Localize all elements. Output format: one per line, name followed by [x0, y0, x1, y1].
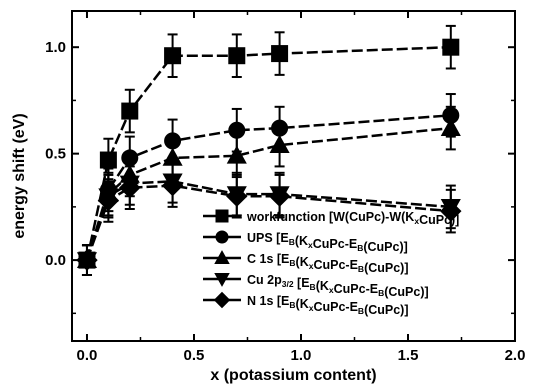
data-point — [226, 185, 248, 207]
legend-text-part: (K — [296, 255, 309, 269]
data-point — [121, 102, 139, 120]
legend-text-part: (K — [296, 297, 309, 311]
data-point — [226, 145, 247, 164]
y-axis-title: energy shift (eV) — [11, 113, 28, 238]
data-point — [268, 185, 291, 207]
legend-subscript: B — [378, 288, 384, 298]
x-tick-label: 0.0 — [77, 347, 98, 364]
data-point — [269, 134, 290, 153]
y-tick-label: 1.0 — [45, 39, 66, 56]
y-tick-label: 0.5 — [45, 146, 66, 163]
legend-subscript: B — [289, 300, 295, 310]
legend-text-part: (CuPc)] — [363, 240, 407, 254]
plot-area — [76, 24, 462, 276]
legend-subscript: B — [357, 243, 363, 253]
data-point — [76, 249, 98, 271]
data-point — [99, 151, 117, 169]
x-tick-label: 2.0 — [505, 347, 526, 364]
data-point — [271, 45, 289, 63]
legend-marker — [214, 272, 230, 287]
x-tick-label: 1.5 — [398, 347, 419, 364]
legend-text-part: C 1s [E — [247, 252, 289, 266]
legend-subscript: B — [289, 237, 295, 247]
legend-marker — [214, 250, 230, 265]
legend-subscript: x — [309, 303, 314, 313]
legend-subscript: B — [289, 258, 295, 268]
data-point — [440, 200, 462, 222]
legend-text-part: UPS [E — [247, 231, 289, 245]
data-point — [440, 117, 461, 136]
legend-text-part: Cu 2p — [247, 273, 282, 287]
data-point — [228, 47, 246, 65]
legend-subscript: B — [358, 306, 364, 316]
legend-label: workfunction [W(CuPc)-W(KxCuPc)] — [246, 210, 459, 227]
legend-text-part: workfunction [W(CuPc)-W(K — [246, 210, 414, 224]
data-point — [164, 47, 182, 65]
legend-marker — [213, 291, 231, 309]
legend-subscript: B — [358, 264, 364, 274]
legend-text-part: CuPc-E — [313, 300, 357, 314]
legend-text-part: (CuPc)] — [364, 303, 408, 317]
legend-subscript: x — [308, 240, 313, 250]
x-tick-label: 0.5 — [184, 347, 205, 364]
legend-subscript: B — [310, 282, 316, 292]
legend-text-part: N 1s [E — [247, 294, 289, 308]
legend-item-circle: UPS [EB(KxCuPc-EB(CuPc)] — [203, 230, 408, 254]
legend-text-part: CuPc-E — [334, 282, 378, 296]
data-point — [442, 38, 460, 56]
legend-subscript: 3/2 — [282, 279, 294, 289]
y-tick-label: 0.0 — [45, 252, 66, 269]
data-point — [97, 189, 120, 212]
legend-subscript: x — [309, 261, 314, 271]
plot-frame — [71, 10, 516, 342]
data-point — [161, 174, 184, 197]
legend-text-part: [E — [294, 276, 310, 290]
legend-item-triangle-down: Cu 2p3/2 [EB(KxCuPc-EB(CuPc)] — [203, 272, 429, 299]
axes: 0.0 0.5 1.0 1.5 2.0 0.0 0.5 1.0 — [45, 10, 526, 364]
legend-label: N 1s [EB(KxCuPc-EB(CuPc)] — [247, 294, 409, 317]
legend-item-triangle-up: C 1s [EB(KxCuPc-EB(CuPc)] — [203, 250, 409, 275]
legend-marker — [215, 230, 229, 244]
legend-text-part: (K — [316, 279, 329, 293]
legend-item-square: workfunction [W(CuPc)-W(KxCuPc)] — [203, 209, 459, 227]
legend-subscript: x — [329, 285, 334, 295]
legend-text-part: CuPc-E — [313, 237, 357, 251]
legend: workfunction [W(CuPc)-W(KxCuPc)]UPS [EB(… — [203, 209, 459, 317]
legend-label: Cu 2p3/2 [EB(KxCuPc-EB(CuPc)] — [247, 273, 429, 299]
legend-text-part: (CuPc)] — [384, 285, 428, 299]
legend-subscript: x — [414, 216, 419, 226]
x-tick-label: 1.0 — [291, 347, 312, 364]
legend-item-diamond: N 1s [EB(KxCuPc-EB(CuPc)] — [203, 291, 409, 317]
x-axis-title: x (potassium content) — [210, 367, 376, 384]
series-diamond — [76, 163, 462, 276]
data-point — [119, 177, 141, 199]
legend-text-part: (CuPc)] — [364, 261, 408, 275]
legend-label: C 1s [EB(KxCuPc-EB(CuPc)] — [247, 252, 409, 275]
legend-text-part: CuPc)] — [419, 213, 459, 227]
legend-text-part: CuPc-E — [313, 258, 357, 272]
legend-marker — [215, 209, 229, 223]
legend-label: UPS [EB(KxCuPc-EB(CuPc)] — [247, 231, 408, 254]
legend-text-part: (K — [295, 234, 308, 248]
